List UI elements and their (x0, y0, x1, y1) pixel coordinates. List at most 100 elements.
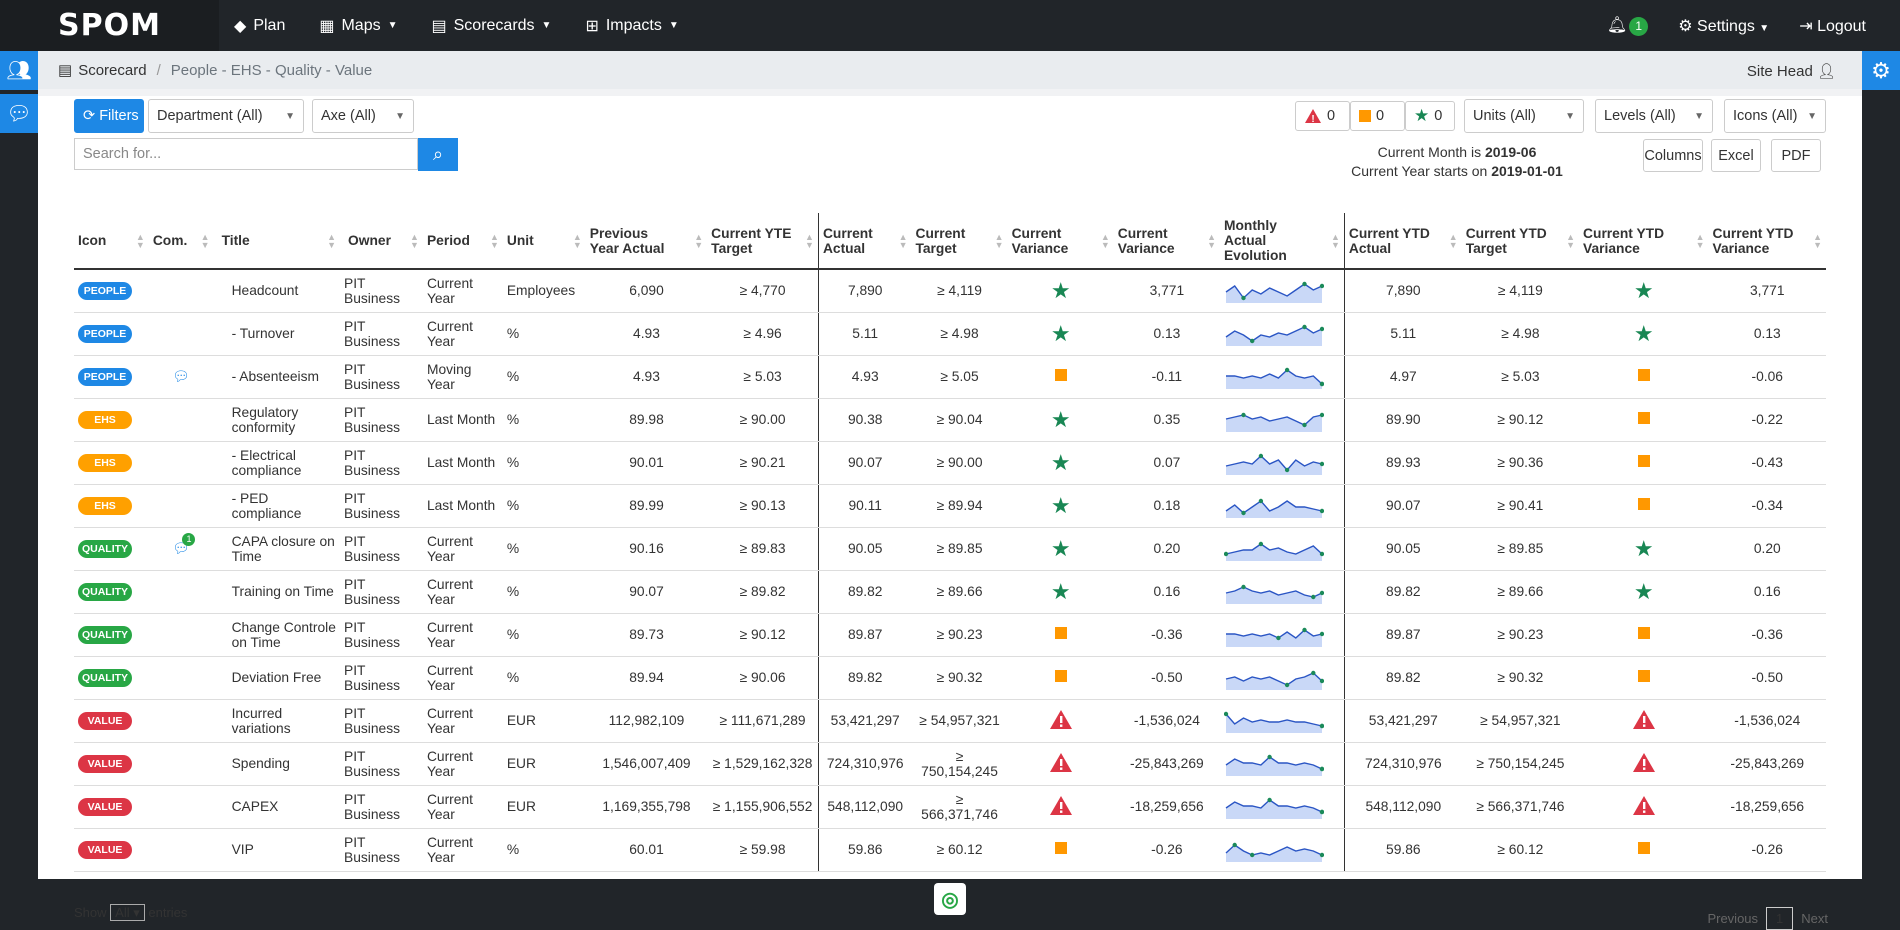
column-header[interactable]: Unit ▲ ▼ (502, 213, 586, 270)
title-cell[interactable]: Headcount (213, 269, 341, 313)
comment-cell[interactable] (148, 398, 214, 442)
table-row[interactable]: QUALITY Change Controle on Time PIT Busine… (74, 613, 1826, 657)
table-row[interactable]: PEOPLE 💬︎ - Absenteeism PIT Business Moving… (74, 355, 1826, 399)
title-cell[interactable]: Training on Time (213, 570, 341, 614)
column-header[interactable]: Current YTD Actual ▲ ▼ (1343, 213, 1462, 270)
column-header[interactable]: Current Variance ▲ ▼ (1007, 213, 1114, 270)
search-input[interactable]: Search for... (74, 138, 418, 170)
sparkline-cell (1219, 484, 1345, 528)
cell-yv: 0.20 (1753, 541, 1781, 556)
comment-cell[interactable] (148, 269, 214, 313)
title-cell[interactable]: Regulatory conformity (213, 398, 341, 442)
cell-ca: 548,112,090 (827, 799, 904, 814)
title-cell[interactable]: Spending (213, 742, 341, 786)
column-header[interactable]: Current Variance ▲ ▼ (1113, 213, 1220, 270)
table-row[interactable]: VALUE VIP PIT Business Current Year% 60.01 ≥ … (74, 828, 1826, 872)
axe-select[interactable]: Axe (All) ▼ (312, 99, 414, 133)
nav-maps[interactable]: ▦ Maps ▼ (319, 16, 397, 36)
table-row[interactable]: QUALITY 💬︎ 1 CAPA closure on Time PIT Busine… (74, 527, 1826, 571)
table-row[interactable]: VALUE CAPEX PIT Business Current Year EUR 1,1… (74, 785, 1826, 829)
column-header[interactable]: Current YTD Variance ▲ ▼ (1708, 213, 1826, 270)
cell-yte: ≥ 89.83 (739, 541, 786, 556)
table-row[interactable]: PEOPLE - Turnover PIT Business Current Yea… (74, 312, 1826, 356)
column-header[interactable]: Monthly Actual Evolution ▲ ▼ (1219, 213, 1345, 270)
app-logo[interactable]: ◎ (934, 883, 966, 915)
department-select[interactable]: Department (All) ▼ (148, 99, 304, 133)
column-header[interactable]: Current YTD Variance ▲ ▼ (1579, 213, 1709, 270)
column-header[interactable]: Current YTE Target ▲ ▼ (707, 213, 819, 270)
table-row[interactable]: PEOPLE Headcount PIT Business Current Year E… (74, 269, 1826, 313)
column-header[interactable]: Current Target ▲ ▼ (911, 213, 1008, 270)
icons-select[interactable]: Icons (All) ▼ (1724, 99, 1826, 133)
table-row[interactable]: VALUE Spending PIT Business Current Year EUR… (74, 742, 1826, 786)
settings-panel-button[interactable]: ⚙ (1862, 51, 1900, 90)
title-cell[interactable]: CAPA closure on Time (213, 527, 341, 571)
settings-menu[interactable]: ⚙ Settings ▼ (1678, 16, 1769, 36)
logout-button[interactable]: ⇥ Logout (1799, 16, 1866, 36)
comment-cell[interactable]: 💬︎ (148, 355, 214, 399)
title-cell[interactable]: - Absenteeism (213, 355, 341, 399)
cell-py: 1,169,355,798 (602, 799, 691, 814)
page-length-select[interactable]: All ▾ (110, 904, 145, 921)
column-header[interactable]: Owner ▲ ▼ (340, 213, 423, 270)
comment-cell[interactable] (148, 742, 214, 786)
chat-icon: 💬︎ (6, 103, 32, 125)
table-row[interactable]: QUALITY Deviation Free PIT Business Current… (74, 656, 1826, 700)
column-header[interactable]: Com. ▲ ▼ (148, 213, 214, 270)
title-cell[interactable]: - PED compliance (213, 484, 341, 528)
search-button[interactable]: ⌕ (418, 138, 458, 171)
comment-cell[interactable] (148, 570, 214, 614)
orange-count-button[interactable]: 0 (1350, 101, 1405, 131)
comment-cell[interactable] (148, 441, 214, 485)
nav-plan[interactable]: ◆ Plan (234, 16, 285, 36)
nav-scorecards[interactable]: ▤ Scorecards ▼ (432, 16, 552, 36)
table-row[interactable]: EHS - PED compliance PIT Business Last Mon… (74, 484, 1826, 528)
brand-logo[interactable]: SPOM (0, 0, 219, 51)
comment-cell[interactable] (148, 312, 214, 356)
comment-cell[interactable] (148, 484, 214, 528)
table-row[interactable]: EHS Regulatory conformity PIT Business Last… (74, 398, 1826, 442)
page-1-button[interactable]: 1 (1766, 907, 1794, 930)
table-row[interactable]: QUALITY Training on Time PIT Business Curre… (74, 570, 1826, 614)
red-count-button[interactable]: ! 0 (1295, 101, 1350, 131)
comment-icon[interactable]: 💬︎ 1 (172, 532, 196, 556)
title-cell[interactable]: - Turnover (213, 312, 341, 356)
comment-cell[interactable] (148, 828, 214, 872)
comment-cell[interactable] (148, 699, 214, 743)
notifications-button[interactable]: 🔔︎ 1 (1607, 15, 1649, 36)
current-variance-icon-cell: ★ (1007, 441, 1114, 485)
nav-impacts[interactable]: ⊞ Impacts ▼ (585, 16, 678, 36)
column-header[interactable]: Title ▲ ▼ (213, 213, 341, 270)
title-cell[interactable]: VIP (213, 828, 341, 872)
column-header[interactable]: Previous Year Actual ▲ ▼ (585, 213, 708, 270)
column-header[interactable]: Period ▲ ▼ (422, 213, 503, 270)
title-cell[interactable]: Change Controle on Time (213, 613, 341, 657)
chat-button[interactable]: 💬︎ (0, 94, 38, 133)
table-row[interactable]: VALUE Incurred variations PIT Business Curr… (74, 699, 1826, 743)
excel-button[interactable]: Excel (1711, 139, 1761, 172)
title-cell[interactable]: Deviation Free (213, 656, 341, 700)
breadcrumb-root[interactable]: Scorecard (78, 61, 147, 79)
next-button[interactable]: Next (1801, 911, 1828, 926)
comment-cell[interactable] (148, 656, 214, 700)
title-cell[interactable]: Incurred variations (213, 699, 341, 743)
title-cell[interactable]: CAPEX (213, 785, 341, 829)
comment-cell[interactable] (148, 785, 214, 829)
units-select[interactable]: Units (All) ▼ (1464, 99, 1584, 133)
comment-icon[interactable]: 💬︎ (172, 368, 190, 384)
table-row[interactable]: EHS - Electrical compliance PIT Business L… (74, 441, 1826, 485)
title-cell[interactable]: - Electrical compliance (213, 441, 341, 485)
comment-cell[interactable]: 💬︎ 1 (148, 527, 214, 571)
levels-select[interactable]: Levels (All) ▼ (1595, 99, 1713, 133)
comment-cell[interactable] (148, 613, 214, 657)
column-header[interactable]: Icon ▲ ▼ (74, 213, 149, 270)
filters-button[interactable]: ⟳ Filters (74, 99, 144, 133)
users-button[interactable]: 👥︎ (0, 51, 38, 90)
column-header[interactable]: Current YTD Target ▲ ▼ (1461, 213, 1580, 270)
green-count-button[interactable]: ★ 0 (1405, 101, 1455, 131)
previous-year-actual-cell: 1,169,355,798 (585, 785, 708, 829)
columns-button[interactable]: Columns (1643, 139, 1703, 172)
column-header[interactable]: Current Actual ▲ ▼ (817, 213, 912, 270)
previous-button[interactable]: Previous (1707, 911, 1759, 926)
pdf-button[interactable]: PDF (1771, 139, 1821, 172)
